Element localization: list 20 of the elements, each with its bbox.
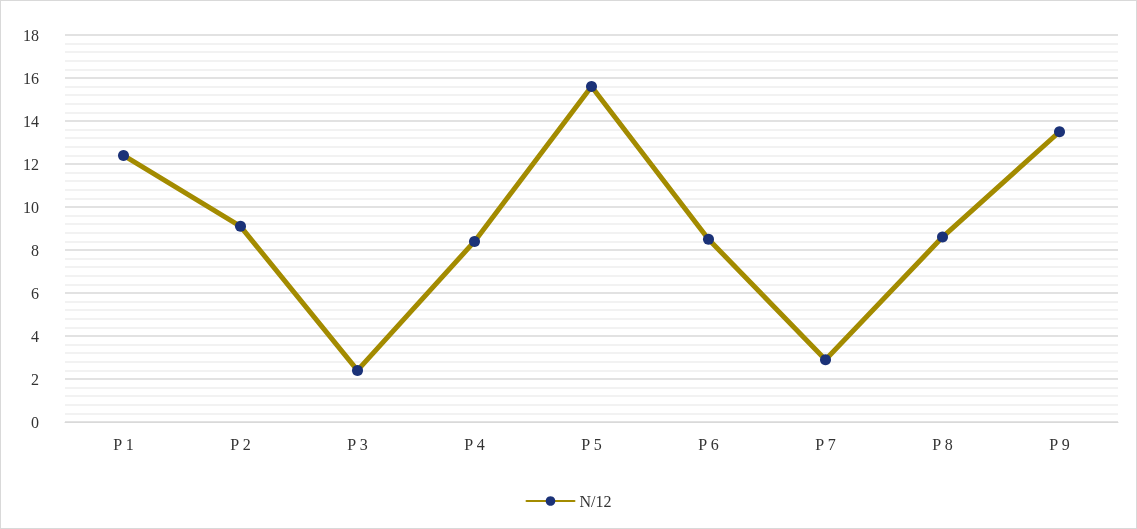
x-tick-label: P 6 <box>698 435 719 453</box>
x-tick-label: P 3 <box>347 435 368 453</box>
y-tick-label: 4 <box>31 327 39 345</box>
x-tick-label: P 8 <box>932 435 953 453</box>
legend-label: N/12 <box>579 492 612 510</box>
y-tick-label: 6 <box>31 284 39 302</box>
x-tick-label: P 2 <box>230 435 251 453</box>
x-tick-label: P 9 <box>1049 435 1070 453</box>
y-tick-label: 12 <box>23 155 39 173</box>
x-tick-label: P 5 <box>581 435 602 453</box>
x-tick-label: P 4 <box>464 435 485 453</box>
y-tick-label: 16 <box>23 69 39 87</box>
y-tick-label: 2 <box>31 370 39 388</box>
y-tick-label: 10 <box>23 198 39 216</box>
y-tick-label: 8 <box>31 241 39 259</box>
y-tick-label: 14 <box>23 112 39 130</box>
x-tick-label: P 1 <box>113 435 134 453</box>
y-tick-label: 0 <box>31 413 39 431</box>
y-tick-label: 18 <box>23 26 39 44</box>
x-tick-label: P 7 <box>815 435 836 453</box>
